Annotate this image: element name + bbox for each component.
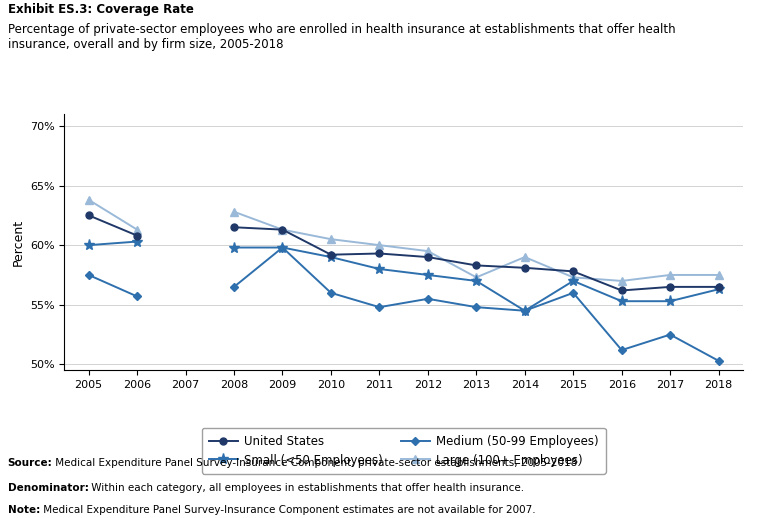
- Text: Denominator:: Denominator:: [8, 483, 89, 493]
- Text: Exhibit ES.3: Coverage Rate: Exhibit ES.3: Coverage Rate: [8, 3, 193, 16]
- Text: Source:: Source:: [8, 458, 52, 468]
- Text: Medical Expenditure Panel Survey-Insurance Component, private-sector establishme: Medical Expenditure Panel Survey-Insuran…: [52, 458, 581, 468]
- Text: Medical Expenditure Panel Survey-Insurance Component estimates are not available: Medical Expenditure Panel Survey-Insuran…: [40, 505, 535, 515]
- Text: Within each category, all employees in establishments that offer health insuranc: Within each category, all employees in e…: [89, 483, 525, 493]
- Legend: United States, Small (<50 Employees), Medium (50-99 Employees), Large (100+ Empl: United States, Small (<50 Employees), Me…: [202, 427, 606, 473]
- Text: Percentage of private-sector employees who are enrolled in health insurance at e: Percentage of private-sector employees w…: [8, 23, 675, 51]
- Y-axis label: Percent: Percent: [11, 219, 24, 266]
- Text: Note:: Note:: [8, 505, 40, 515]
